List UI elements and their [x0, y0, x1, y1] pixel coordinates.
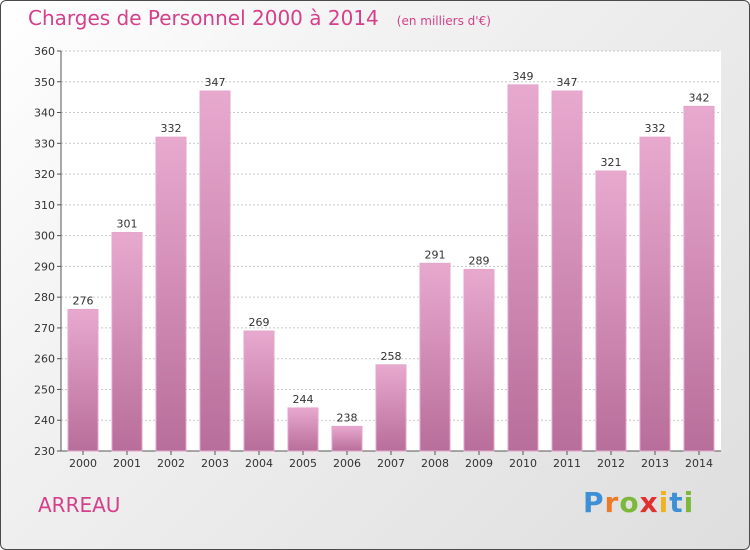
logo-letter: r [604, 486, 620, 519]
bar [639, 136, 671, 452]
bar-value-label: 347 [205, 76, 226, 89]
y-tick-label: 360 [34, 45, 55, 58]
y-tick-label: 230 [34, 445, 55, 458]
chart-unit: (en milliers d'€) [396, 14, 491, 28]
bar [595, 170, 627, 452]
bar-value-label: 349 [513, 70, 534, 83]
bar-value-label: 342 [689, 91, 710, 104]
bar-value-label: 291 [425, 248, 446, 261]
x-tick-label: 2006 [333, 457, 361, 470]
y-tick-label: 340 [34, 107, 55, 120]
x-tick-label: 2013 [641, 457, 669, 470]
bar [155, 136, 187, 452]
bar [375, 364, 407, 452]
bar-value-label: 289 [469, 254, 490, 267]
y-tick-label: 330 [34, 137, 55, 150]
bar [111, 232, 143, 452]
chart-title: Charges de Personnel 2000 à 2014 (en mill… [28, 6, 491, 30]
bar-value-label: 332 [645, 122, 666, 135]
bar-value-label: 238 [337, 411, 358, 424]
y-tick-label: 300 [34, 230, 55, 243]
x-tick-label: 2004 [245, 457, 273, 470]
bar [551, 90, 583, 452]
commune-name: ARREAU [38, 493, 121, 517]
bar-value-label: 276 [73, 294, 94, 307]
bar-value-label: 258 [381, 350, 402, 363]
bar-value-label: 321 [601, 156, 622, 169]
y-tick-label: 260 [34, 353, 55, 366]
bar [463, 268, 495, 452]
bar [67, 308, 99, 452]
bar-value-label: 332 [161, 122, 182, 135]
y-tick-label: 290 [34, 260, 55, 273]
y-tick-label: 240 [34, 414, 55, 427]
bar [199, 90, 231, 452]
logo-letter: P [583, 486, 605, 519]
x-tick-label: 2005 [289, 457, 317, 470]
x-tick-label: 2012 [597, 457, 625, 470]
x-tick-label: 2007 [377, 457, 405, 470]
bar [683, 105, 715, 452]
x-tick-label: 2011 [553, 457, 581, 470]
bar-value-label: 244 [293, 393, 314, 406]
x-tick-label: 2001 [113, 457, 141, 470]
logo-letter: x [639, 486, 659, 519]
x-tick-label: 2003 [201, 457, 229, 470]
x-tick-label: 2002 [157, 457, 185, 470]
y-tick-label: 350 [34, 76, 55, 89]
x-tick-label: 2014 [685, 457, 713, 470]
bar [507, 84, 539, 452]
bar [419, 262, 451, 452]
x-tick-label: 2008 [421, 457, 449, 470]
bar [287, 407, 319, 452]
bar-value-label: 347 [557, 76, 578, 89]
bar-value-label: 269 [249, 316, 270, 329]
bar-value-label: 301 [117, 218, 138, 231]
logo-letter: i [658, 486, 670, 519]
y-tick-label: 320 [34, 168, 55, 181]
y-tick-label: 270 [34, 322, 55, 335]
logo-letter: i [683, 486, 695, 519]
y-tick-label: 280 [34, 291, 55, 304]
x-tick-label: 2000 [69, 457, 97, 470]
chart-title-text: Charges de Personnel 2000 à 2014 [28, 6, 379, 30]
bar [243, 330, 275, 452]
y-tick-label: 250 [34, 383, 55, 396]
logo-letter: t [669, 486, 684, 519]
bar [331, 425, 363, 452]
logo-letter: o [619, 486, 640, 519]
y-tick-label: 310 [34, 199, 55, 212]
proxiti-logo: Proxiti [583, 486, 694, 519]
x-tick-label: 2010 [509, 457, 537, 470]
x-tick-label: 2009 [465, 457, 493, 470]
